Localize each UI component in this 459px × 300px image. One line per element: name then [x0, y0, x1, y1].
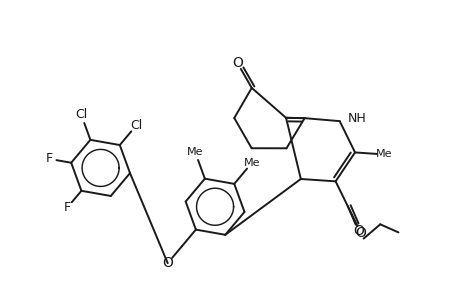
Text: Me: Me: [375, 149, 391, 159]
Text: Me: Me: [187, 148, 203, 158]
Text: Me: Me: [243, 158, 260, 167]
Text: O: O: [353, 224, 363, 238]
Text: F: F: [46, 152, 53, 165]
Text: O: O: [162, 256, 173, 270]
Text: O: O: [355, 226, 366, 240]
Text: O: O: [231, 56, 242, 70]
Text: NH: NH: [347, 112, 366, 125]
Text: Cl: Cl: [75, 108, 87, 121]
Text: Cl: Cl: [130, 119, 142, 132]
Text: F: F: [64, 201, 71, 214]
